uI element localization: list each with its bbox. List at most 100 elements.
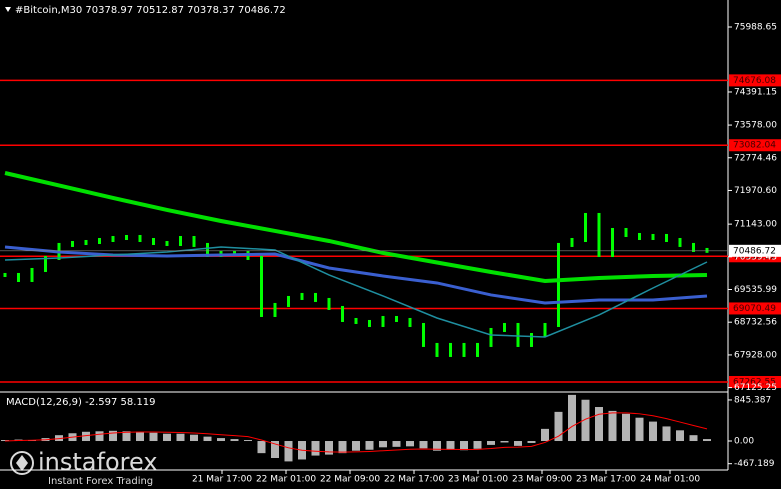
level-label: 67262.55 <box>733 378 776 388</box>
macd-bar <box>635 417 644 442</box>
macd-bar <box>271 441 279 459</box>
candle <box>84 239 88 246</box>
level-tag <box>729 302 781 315</box>
current-price-tag <box>729 244 781 257</box>
candle <box>44 255 47 272</box>
macd-bar <box>352 441 360 451</box>
candle <box>138 234 142 242</box>
macd-bar <box>487 441 495 445</box>
level-tag <box>729 376 781 389</box>
y-tick-label: 0.00 <box>734 437 754 447</box>
macd-bar <box>622 413 630 442</box>
time-label: 23 Mar 09:00 <box>512 475 572 485</box>
current-price-label: 70486.72 <box>733 246 776 256</box>
macd-bar <box>500 441 509 443</box>
macd-bar <box>365 441 374 450</box>
macd-bar <box>703 439 711 442</box>
candle <box>435 342 439 357</box>
macd-bar <box>325 441 333 455</box>
macd-bar <box>541 428 549 442</box>
level-label: 69070.49 <box>733 304 776 314</box>
collapse-arrow[interactable] <box>5 7 11 12</box>
candle <box>368 319 371 327</box>
macd-bar <box>203 436 212 442</box>
macd-bar <box>136 431 144 442</box>
candle <box>408 317 412 327</box>
macd-bar <box>257 441 266 454</box>
moving-average <box>4 246 708 338</box>
candle <box>651 233 655 241</box>
macd-bar <box>527 441 536 443</box>
macd-bar <box>554 411 563 442</box>
candle <box>30 267 34 282</box>
candle <box>98 237 101 244</box>
level-tag <box>729 139 781 152</box>
macd-bar <box>662 426 671 442</box>
macd-bar <box>82 431 90 442</box>
y-tick-label: 73578.00 <box>734 121 777 131</box>
y-tick-label: 67928.00 <box>734 350 777 360</box>
logo: instaforex Instant Forex Trading <box>10 448 158 487</box>
macd-bar <box>392 441 401 447</box>
macd-bar <box>649 421 657 442</box>
candle <box>611 227 614 257</box>
macd-bar <box>95 431 104 442</box>
candle <box>449 342 452 357</box>
macd-bar <box>122 431 131 442</box>
candle <box>179 236 182 246</box>
candle <box>530 332 533 347</box>
candle <box>557 242 560 327</box>
candle <box>3 272 7 277</box>
chart-header: #Bitcoin,M30 70378.97 70512.87 70378.37 … <box>15 5 286 16</box>
candle <box>354 317 358 324</box>
candle <box>273 302 277 317</box>
macd-bar <box>595 407 603 442</box>
level-label: 73082.04 <box>733 141 776 151</box>
macd-header: MACD(12,26,9) -2.597 58.119 <box>6 397 156 408</box>
candle <box>584 212 587 242</box>
y-tick-label: 845.387 <box>734 395 771 405</box>
candle <box>705 247 709 253</box>
candle <box>17 272 20 282</box>
candle <box>341 305 344 322</box>
candle <box>233 250 236 255</box>
candle <box>71 241 74 247</box>
time-label: 23 Mar 01:00 <box>448 475 508 485</box>
y-tick-label: 74391.15 <box>734 87 777 97</box>
candle <box>152 237 155 246</box>
candle <box>462 342 466 357</box>
time-label: 23 Mar 17:00 <box>576 475 636 485</box>
y-tick-label: 69535.99 <box>734 285 777 295</box>
macd-bar <box>244 440 252 442</box>
candle <box>192 236 196 247</box>
candle <box>503 322 506 332</box>
candle <box>476 342 479 357</box>
macd-bar <box>676 430 684 442</box>
macd-bar <box>608 410 617 442</box>
logo-icon <box>16 455 28 471</box>
macd-bar <box>149 432 158 442</box>
logo-icon <box>10 451 34 475</box>
logo-name: instaforex <box>38 448 158 476</box>
macd-bar <box>473 441 482 449</box>
macd-bar <box>581 399 590 442</box>
y-tick-label: 75988.65 <box>734 22 777 32</box>
candle <box>543 322 547 337</box>
signal-line <box>4 412 708 453</box>
candle <box>597 212 601 257</box>
moving-average <box>4 171 708 283</box>
macd-bar <box>406 441 414 447</box>
macd-bar <box>514 441 522 446</box>
level-label: 74676.08 <box>733 76 776 86</box>
macd-bar <box>460 441 468 451</box>
macd-bar <box>689 435 698 442</box>
y-tick-label: 71143.00 <box>734 220 777 230</box>
macd-bar <box>284 441 293 462</box>
candle <box>678 237 682 247</box>
candle <box>125 234 128 241</box>
macd-bar <box>190 434 198 442</box>
macd-bar <box>419 441 428 449</box>
candle <box>111 236 115 242</box>
